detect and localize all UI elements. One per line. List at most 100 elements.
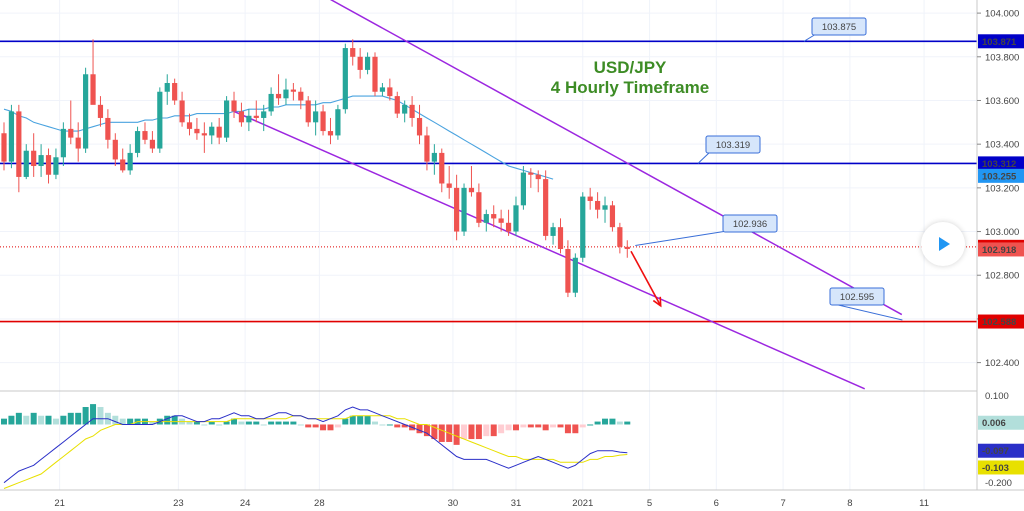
- callout-102.936-box: [722, 214, 778, 233]
- candle: [461, 183, 467, 236]
- candle: [409, 96, 415, 127]
- price-tag-102.918-text: 102.918: [982, 245, 1016, 256]
- candle-body: [454, 187, 460, 232]
- candle: [201, 122, 207, 153]
- candle: [505, 209, 512, 236]
- candle-body: [557, 227, 564, 250]
- candle-body: [68, 128, 74, 138]
- candle: [231, 91, 237, 118]
- macd-histogram-bar: [431, 424, 438, 440]
- candle-body: [134, 131, 141, 153]
- candle-body: [298, 91, 304, 101]
- candle-body: [201, 133, 207, 136]
- candle-body: [275, 93, 282, 99]
- candle: [491, 205, 497, 228]
- candle-body: [520, 172, 526, 206]
- macd-histogram-bar: [231, 418, 238, 425]
- macd-tag-signal-bg: [978, 460, 1024, 475]
- candle: [209, 122, 215, 145]
- candle: [535, 170, 541, 193]
- candle-body: [224, 100, 230, 138]
- macd-histogram-bar: [52, 418, 59, 425]
- macd-histogram-bar: [386, 424, 393, 426]
- descending-channel: [233, 0, 903, 390]
- candle: [112, 133, 118, 167]
- candle: [520, 166, 526, 210]
- candle-body: [97, 104, 104, 118]
- macd-tag-histogram-bg: [978, 415, 1024, 430]
- arrow-head: [652, 296, 662, 308]
- callout-102.595-text: 102.595: [840, 292, 874, 303]
- candle-body: [431, 152, 437, 162]
- time-tick-label: 8: [847, 498, 852, 509]
- candle-body: [186, 122, 193, 129]
- candle-body: [364, 56, 371, 70]
- candle-body: [572, 257, 578, 293]
- macd-histogram-bar: [616, 421, 623, 425]
- macd-histogram-bar: [602, 418, 609, 425]
- candle-body: [90, 74, 96, 105]
- candle-body: [357, 56, 363, 70]
- candle: [53, 148, 59, 180]
- candle-body: [624, 246, 630, 250]
- time-tick-label: 5: [647, 498, 652, 509]
- candle: [16, 104, 22, 193]
- price-tick-label: 103.800: [985, 52, 1019, 63]
- candle: [45, 148, 52, 184]
- macd-tick-label: -0.200: [985, 478, 1012, 489]
- candle-body: [468, 187, 475, 193]
- macd-histogram-bar: [364, 415, 371, 425]
- candle: [23, 144, 29, 180]
- callout-103.875-box: [811, 17, 867, 36]
- macd-histogram-bar: [127, 418, 134, 425]
- macd-histogram-bar: [305, 424, 312, 428]
- candle-body: [320, 111, 326, 132]
- candle-body: [565, 249, 571, 293]
- horizontal-levels: [0, 40, 977, 323]
- moving-average: [3, 95, 554, 180]
- price-callouts: 103.875 103.319 102.936 102.595: [635, 17, 903, 321]
- candle: [364, 52, 371, 75]
- callout-103.875-text: 103.875: [822, 22, 856, 33]
- price-tick-label: 104.000: [985, 9, 1019, 20]
- arrow-shaft: [630, 250, 662, 307]
- candle-body: [416, 117, 423, 136]
- candle-body: [372, 56, 378, 92]
- candle: [357, 48, 363, 79]
- macd-histogram-bar: [60, 415, 67, 425]
- price-tag-102.588-text: 102.588: [982, 317, 1016, 328]
- candle-body: [342, 48, 348, 110]
- candle: [320, 104, 326, 136]
- macd-histogram-bar: [564, 424, 571, 434]
- candle: [105, 109, 111, 149]
- macd-histogram-bar: [208, 421, 215, 425]
- macd-histogram-bar: [372, 421, 378, 425]
- candle: [439, 148, 445, 193]
- price-tag-102.918-bg: [978, 242, 1024, 257]
- candle: [431, 144, 437, 175]
- channel-upper-line: [329, 0, 903, 316]
- play-icon: [939, 237, 950, 251]
- macd-histogram-bar: [238, 421, 245, 425]
- candle: [172, 78, 178, 105]
- candle: [83, 67, 89, 153]
- candle: [149, 131, 155, 153]
- candle: [483, 209, 489, 232]
- candle-body: [535, 174, 541, 180]
- candle: [513, 196, 519, 236]
- candle: [216, 117, 222, 145]
- candle-body: [424, 135, 430, 162]
- candle: [134, 126, 141, 158]
- time-tick-label: 23: [173, 498, 184, 509]
- macd-line: [3, 406, 628, 484]
- candle-body: [409, 104, 415, 118]
- candle-body: [580, 196, 586, 258]
- candle: [164, 74, 170, 105]
- macd-panel: [0, 390, 1024, 489]
- macd-histogram-bar: [268, 421, 275, 425]
- candle-body: [602, 205, 608, 210]
- play-button[interactable]: [921, 222, 965, 266]
- grid-lines: [0, 0, 977, 490]
- candle-body: [379, 87, 386, 92]
